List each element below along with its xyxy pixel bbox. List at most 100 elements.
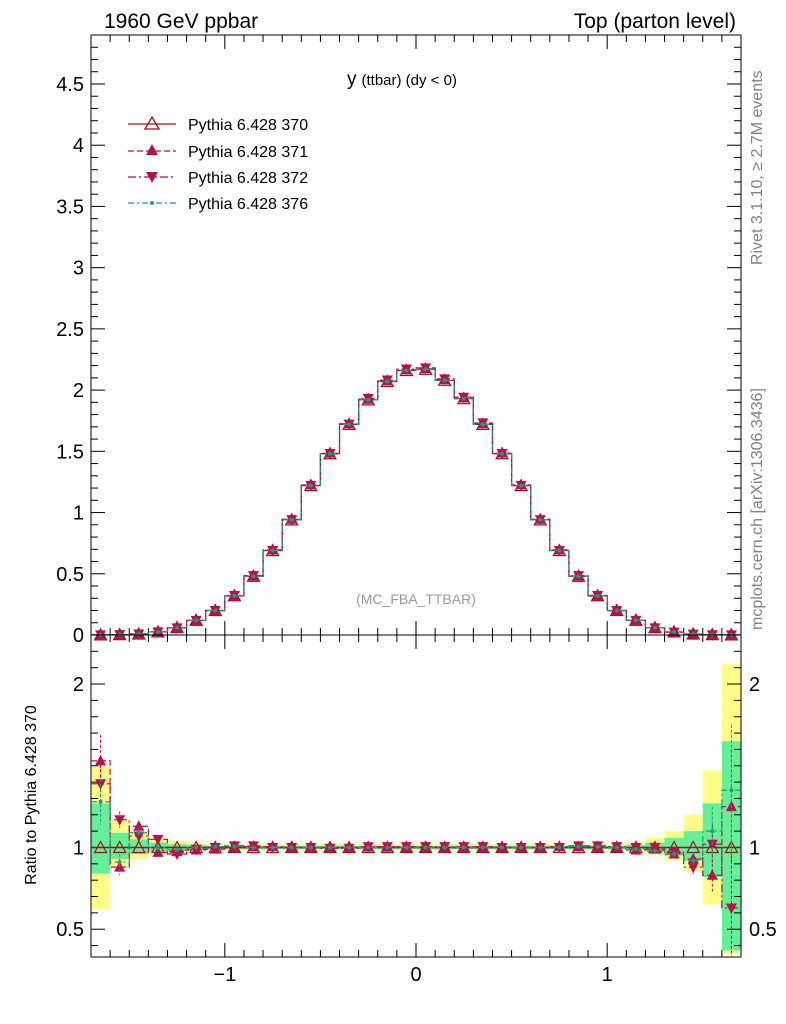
plot-frame — [90, 634, 742, 958]
data-point — [442, 378, 447, 383]
x-tick-label: 1 — [602, 964, 613, 986]
data-point — [232, 844, 237, 849]
data-point — [633, 847, 638, 852]
data-point — [213, 844, 218, 849]
data-point — [442, 845, 447, 850]
data-point — [649, 842, 661, 854]
data-point — [691, 858, 696, 863]
y-tick-label-right: 1 — [749, 837, 760, 859]
y-tick-label: 2.5 — [56, 319, 84, 341]
data-point — [112, 840, 127, 854]
y-tick-label: 3 — [73, 258, 84, 280]
y-tick-label: 0.5 — [56, 919, 84, 941]
series-line — [91, 760, 741, 876]
axis-ticks — [90, 34, 742, 636]
data-point — [155, 845, 160, 850]
data-point — [423, 845, 428, 850]
y-tick-label-right: 0.5 — [749, 919, 777, 941]
uncertainty-band-green — [683, 831, 703, 861]
data-point — [232, 593, 237, 598]
data-point — [152, 846, 164, 857]
data-point — [595, 844, 600, 849]
data-point — [270, 845, 275, 850]
data-point — [423, 367, 428, 372]
data-point — [175, 625, 180, 630]
data-point — [500, 451, 505, 456]
legend-entry-371: Pythia 6.428 371 — [128, 144, 308, 161]
data-point — [366, 397, 371, 402]
series-line — [91, 789, 741, 863]
data-point — [289, 845, 294, 850]
ratio-y-axis-label: Ratio to Pythia 6.428 370 — [23, 705, 40, 885]
data-point — [114, 815, 126, 826]
chart-title: y (ttbar) (dy < 0) — [347, 69, 457, 90]
uncertainty-bands — [91, 664, 741, 954]
data-point — [385, 379, 390, 384]
data-point — [327, 845, 332, 850]
data-point — [614, 845, 619, 850]
data-point — [194, 618, 199, 623]
data-point — [729, 788, 734, 793]
data-point — [461, 845, 466, 850]
data-point — [385, 845, 390, 850]
data-point — [519, 845, 524, 850]
y-tick-label: 3.5 — [56, 196, 84, 218]
data-point — [557, 845, 562, 850]
data-point — [404, 368, 409, 373]
data-point — [706, 869, 718, 880]
data-point — [155, 629, 160, 634]
data-point — [347, 845, 352, 850]
data-point — [366, 845, 371, 850]
legend-label-371: Pythia 6.428 371 — [188, 144, 308, 161]
data-point — [308, 483, 313, 488]
legend-entry-372: Pythia 6.428 372 — [128, 170, 308, 187]
y-tick-label: 0 — [73, 625, 84, 647]
y-tick-label: 1 — [73, 837, 84, 859]
ratio-panel: 0.5 0.5 1 1 2 2 −1 0 1 — [56, 634, 777, 986]
y-tick-label: 0.5 — [56, 564, 84, 586]
data-point — [270, 548, 275, 553]
data-point — [133, 831, 145, 843]
legend: Pythia 6.428 370 Pythia 6.428 371 Pythia… — [128, 115, 308, 213]
data-point — [308, 845, 313, 850]
data-point — [171, 849, 183, 861]
data-point — [194, 845, 199, 850]
data-point — [576, 844, 581, 849]
legend-marker-376 — [150, 201, 154, 205]
legend-entry-370: Pythia 6.428 370 — [128, 115, 308, 134]
mcplots-reference-label: mcplots.cern.ch [arXiv:1306.3436] — [749, 388, 766, 630]
data-point — [251, 574, 256, 579]
analysis-watermark: (MC_FBA_TTBAR) — [356, 591, 476, 607]
x-tick-label: −1 — [213, 964, 236, 986]
data-point — [289, 517, 294, 522]
y-tick-label: 4 — [73, 135, 84, 157]
data-point — [706, 839, 718, 851]
data-point — [213, 608, 218, 613]
data-point — [404, 845, 409, 850]
data-point — [133, 820, 145, 831]
header-right: Top (parton level) — [574, 10, 736, 33]
uncertainty-band-green — [91, 803, 111, 874]
data-point — [538, 845, 543, 850]
series-pythia-6-428-376 — [91, 724, 741, 871]
legend-label-372: Pythia 6.428 372 — [188, 170, 308, 187]
rivet-version-label: Rivet 3.1.10, ≥ 2.7M events — [749, 70, 766, 265]
series-pythia-6-428-372 — [91, 759, 741, 957]
data-point — [251, 845, 256, 850]
data-point — [538, 517, 543, 522]
series-line — [91, 368, 741, 636]
data-point — [480, 422, 485, 427]
y-tick-label: 2 — [73, 380, 84, 402]
data-point — [98, 799, 103, 804]
legend-label-370: Pythia 6.428 370 — [188, 117, 308, 134]
axis-ticks — [90, 635, 742, 957]
main-panel: 0 0.5 1 1.5 2 2.5 3 3.5 4 4.5 — [56, 34, 742, 647]
data-point — [672, 629, 677, 634]
data-point — [136, 830, 141, 835]
data-point — [595, 593, 600, 598]
legend-marker-370 — [143, 115, 161, 130]
data-point — [175, 847, 180, 852]
data-point — [347, 422, 352, 427]
data-point — [519, 483, 524, 488]
